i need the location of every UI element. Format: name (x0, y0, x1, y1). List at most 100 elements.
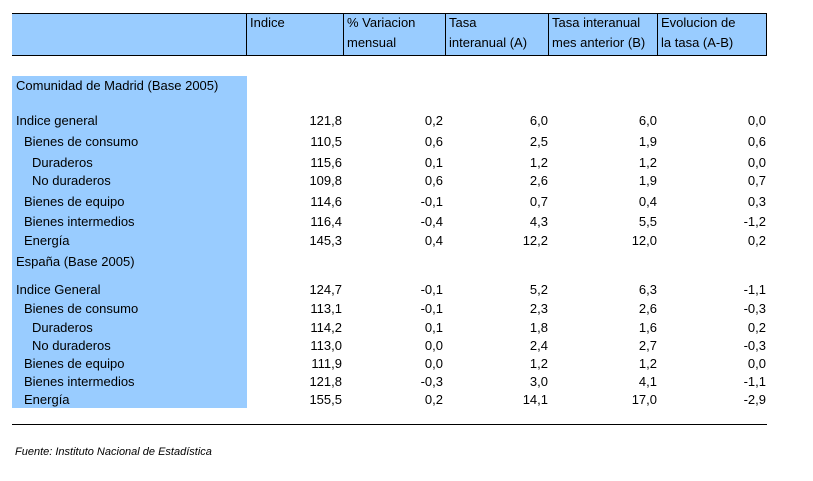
cell-value: -2,9 (743, 392, 766, 407)
cell-value: 2,5 (529, 134, 548, 149)
cell-value: 116,4 (310, 214, 342, 229)
cell-value: 0,1 (424, 320, 443, 335)
cell-value: 12,0 (631, 233, 657, 248)
cell-value: -0,1 (420, 282, 443, 297)
cell-value: -1,1 (743, 374, 766, 389)
cell-value: 1,2 (638, 155, 657, 170)
cell-value: 0,2 (424, 113, 443, 128)
cell-value: 1,2 (638, 356, 657, 371)
cell-value: 5,5 (638, 214, 657, 229)
header-top-rule (12, 13, 767, 14)
cell-value: 4,1 (638, 374, 657, 389)
header-divider-3 (445, 13, 446, 56)
table-row: Indice General 124,7 -0,1 5,2 6,3 -1,1 (0, 281, 813, 299)
table-row: No duraderos 109,8 0,6 2,6 1,9 0,7 (0, 172, 813, 190)
header-variacion-mensual: % Variacion mensual (347, 15, 416, 50)
row-label: Indice general (16, 113, 98, 128)
table-row: Duraderos 114,2 0,1 1,8 1,6 0,2 (0, 319, 813, 337)
header-tasa-interanual: Tasa interanual (A) (449, 15, 528, 50)
cell-value: -0,1 (420, 194, 443, 209)
table-row: Bienes de equipo 111,9 0,0 1,2 1,2 0,0 (0, 355, 813, 373)
cell-value: -0,3 (743, 338, 766, 353)
header-divider-1 (246, 13, 247, 56)
cell-value: 121,8 (309, 113, 342, 128)
cell-value: -0,3 (420, 374, 443, 389)
cell-value: -1,2 (743, 214, 766, 229)
cell-value: 2,7 (638, 338, 657, 353)
row-label: Bienes de consumo (24, 301, 139, 316)
header-background (12, 13, 767, 56)
cell-value: -1,1 (743, 282, 766, 297)
cell-value: 111,9 (311, 356, 342, 371)
cell-value: 155,5 (309, 392, 342, 407)
cell-value: 1,6 (638, 320, 657, 335)
cell-value: 3,0 (529, 374, 548, 389)
cell-value: 0,2 (747, 233, 766, 248)
cell-value: 5,2 (529, 282, 548, 297)
cell-value: 12,2 (522, 233, 548, 248)
row-label: No duraderos (32, 173, 111, 188)
header-evolucion-tasa: Evolucion de la tasa (A-B) (661, 15, 736, 50)
cell-value: 114,2 (310, 320, 342, 335)
cell-value: 2,4 (529, 338, 548, 353)
cell-value: 6,0 (529, 113, 548, 128)
cell-value: 145,3 (309, 233, 342, 248)
cell-value: 0,4 (638, 194, 657, 209)
row-label: Bienes de equipo (24, 194, 125, 209)
table-row: Energía 145,3 0,4 12,2 12,0 0,2 (0, 232, 813, 250)
row-label: Bienes de equipo (24, 356, 125, 371)
table-row: Energía 155,5 0,2 14,1 17,0 -2,9 (0, 391, 813, 409)
cell-value: 0,7 (747, 173, 766, 188)
table-row: Bienes de equipo 114,6 -0,1 0,7 0,4 0,3 (0, 193, 813, 211)
row-label: No duraderos (32, 338, 111, 353)
row-label: Bienes de consumo (24, 134, 139, 149)
cell-value: 113,0 (310, 338, 342, 353)
cell-value: 121,8 (309, 374, 342, 389)
table-row: Duraderos 115,6 0,1 1,2 1,2 0,0 (0, 154, 813, 172)
source-note: Fuente: Instituto Nacional de Estadístic… (15, 446, 212, 458)
header-indice: Indice (250, 15, 285, 30)
cell-value: 0,3 (747, 194, 766, 209)
cell-value: 1,2 (529, 356, 548, 371)
cell-value: 0,0 (747, 113, 766, 128)
cell-value: 0,4 (424, 233, 443, 248)
row-label: Energía (24, 392, 70, 407)
cell-value: 0,0 (747, 356, 766, 371)
table-row: No duraderos 113,0 0,0 2,4 2,7 -0,3 (0, 337, 813, 355)
header-bottom-rule (12, 55, 767, 56)
cell-value: 0,2 (424, 392, 443, 407)
cell-value: 0,0 (747, 155, 766, 170)
row-labels-background (12, 76, 247, 408)
table-row: Bienes intermedios 116,4 -0,4 4,3 5,5 -1,2 (0, 213, 813, 231)
cell-value: 4,3 (529, 214, 548, 229)
cell-value: 1,8 (529, 320, 548, 335)
cell-value: 0,6 (424, 134, 443, 149)
row-label: Indice General (16, 282, 101, 297)
cell-value: 109,8 (309, 173, 342, 188)
cell-value: 0,7 (529, 194, 548, 209)
cell-value: 2,3 (529, 301, 548, 316)
row-label: Bienes intermedios (24, 374, 135, 389)
cell-value: 110,5 (310, 134, 342, 149)
cell-value: 17,0 (631, 392, 657, 407)
cell-value: -0,3 (743, 301, 766, 316)
cell-value: 0,0 (424, 356, 443, 371)
header-tasa-mes-anterior: Tasa interanual mes anterior (B) (552, 15, 646, 50)
header-divider-2 (343, 13, 344, 56)
header-divider-5 (657, 13, 658, 56)
row-label: Duraderos (32, 320, 93, 335)
row-label: Energía (24, 233, 70, 248)
cell-value: 114,6 (310, 194, 342, 209)
cell-value: 2,6 (638, 301, 657, 316)
cell-value: 0,0 (424, 338, 443, 353)
cell-value: 1,2 (529, 155, 548, 170)
section-title-espana: España (Base 2005) (16, 254, 135, 269)
cell-value: 113,1 (310, 301, 342, 316)
table-row: Indice general 121,8 0,2 6,0 6,0 0,0 (0, 112, 813, 130)
cell-value: 1,9 (638, 134, 657, 149)
row-label: Bienes intermedios (24, 214, 135, 229)
cell-value: 115,6 (310, 155, 342, 170)
row-label: Duraderos (32, 155, 93, 170)
cell-value: -0,4 (420, 214, 443, 229)
table-row: Bienes intermedios 121,8 -0,3 3,0 4,1 -1,1 (0, 373, 813, 391)
